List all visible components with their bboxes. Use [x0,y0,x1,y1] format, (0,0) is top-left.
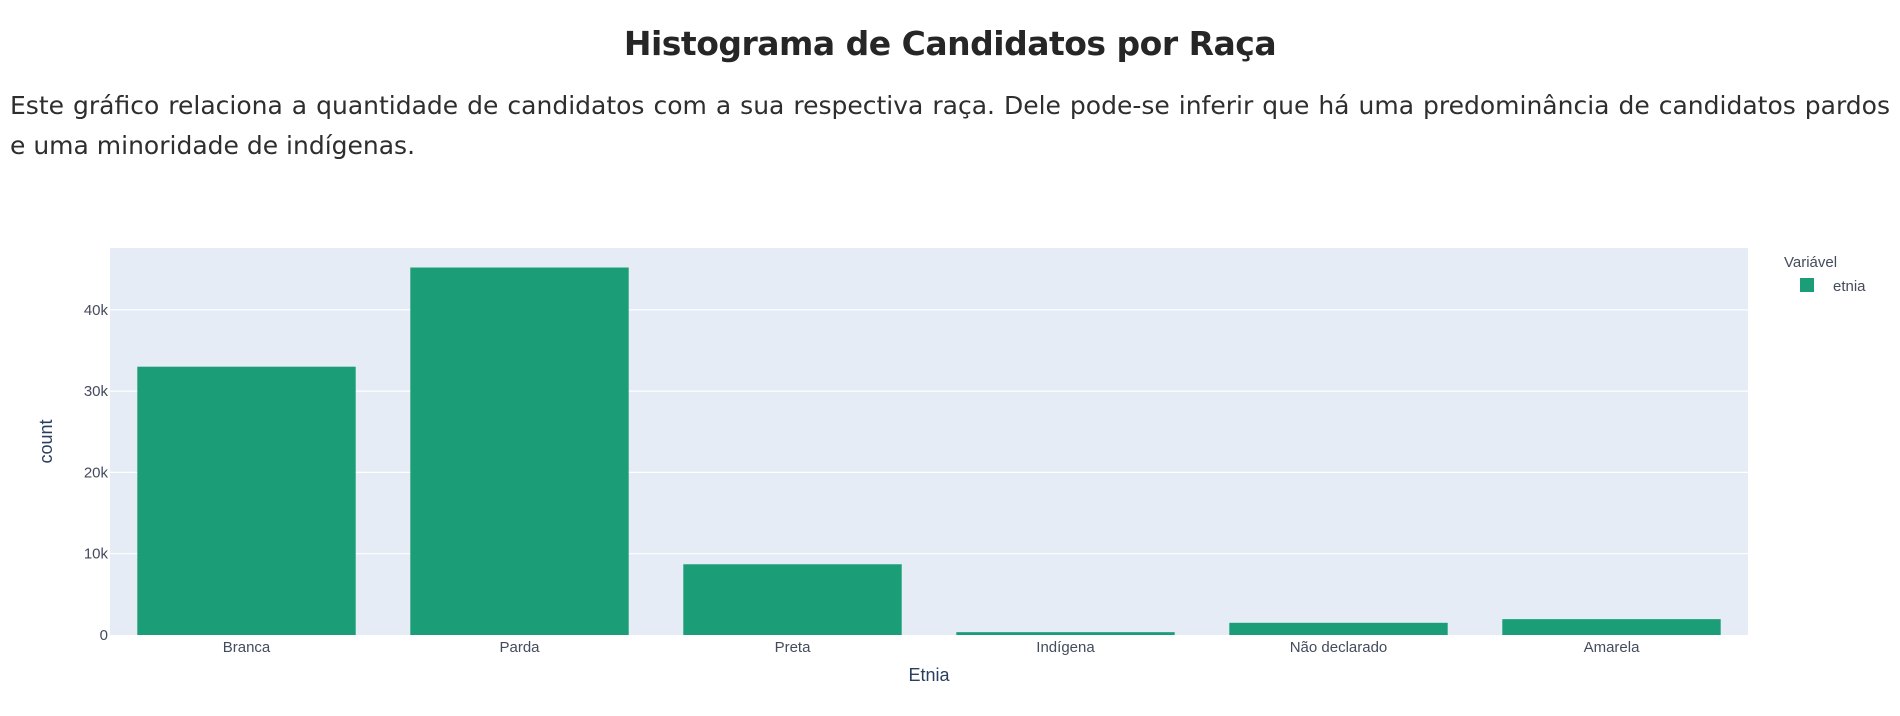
legend-swatch-etnia[interactable] [1800,278,1814,292]
y-axis-title: count [36,419,56,463]
plot-area [110,248,1748,635]
bar-indígena[interactable] [956,632,1175,635]
legend-title: Variável [1784,254,1837,271]
chart-description: Este gráfico relaciona a quantidade de c… [10,91,1890,160]
x-tick-label: Indígena [1036,639,1095,656]
x-tick-label: Preta [775,639,812,656]
y-axis: 0 10k 20k 30k 40k [84,302,109,644]
bars [137,267,1721,635]
x-tick-label: Não declarado [1290,639,1388,656]
bar-amarela[interactable] [1502,619,1721,635]
bar-não-declarado[interactable] [1229,622,1448,635]
bar-parda[interactable] [410,267,629,635]
y-tick-label: 10k [84,546,109,563]
x-axis-title: Etnia [908,665,950,685]
y-tick-label: 0 [100,627,108,644]
legend-label-etnia[interactable]: etnia [1833,278,1866,295]
bar-chart: 0 10k 20k 30k 40k Branca Parda Preta Indígena Nã… [36,248,1866,685]
x-tick-label: Parda [499,639,540,656]
x-tick-label: Branca [223,639,271,656]
legend: Variável etnia [1784,254,1866,295]
bar-branca[interactable] [137,366,356,635]
x-tick-label: Amarela [1584,639,1641,656]
y-tick-label: 30k [84,383,109,400]
x-axis: Branca Parda Preta Indígena Não declarado Ama… [223,639,1640,656]
y-tick-label: 20k [84,464,109,481]
gridlines [110,309,1748,555]
y-tick-label: 40k [84,302,109,319]
bar-preta[interactable] [683,564,902,635]
page-title: Histograma de Candidatos por Raça [623,24,1277,63]
